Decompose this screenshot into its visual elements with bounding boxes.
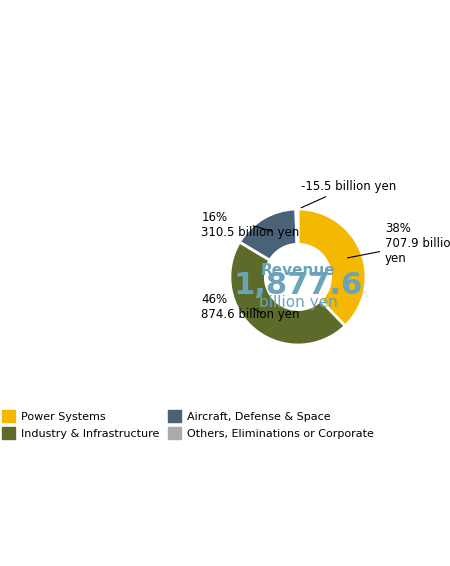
Text: -15.5 billion yen: -15.5 billion yen xyxy=(301,180,396,208)
Text: billion yen: billion yen xyxy=(259,295,338,310)
Text: Revenue: Revenue xyxy=(261,263,335,278)
Text: 1,877.6: 1,877.6 xyxy=(233,271,363,299)
Text: 46%
874.6 billion yen: 46% 874.6 billion yen xyxy=(201,293,300,321)
Wedge shape xyxy=(298,209,366,326)
Wedge shape xyxy=(230,242,345,345)
Text: 38%
707.9 billion
yen: 38% 707.9 billion yen xyxy=(347,222,450,265)
Legend: Power Systems, Industry & Infrastructure, Aircraft, Defense & Space, Others, Eli: Power Systems, Industry & Infrastructure… xyxy=(2,410,374,439)
Wedge shape xyxy=(296,209,298,245)
Text: 16%
310.5 billion yen: 16% 310.5 billion yen xyxy=(201,211,300,239)
Wedge shape xyxy=(239,209,297,260)
